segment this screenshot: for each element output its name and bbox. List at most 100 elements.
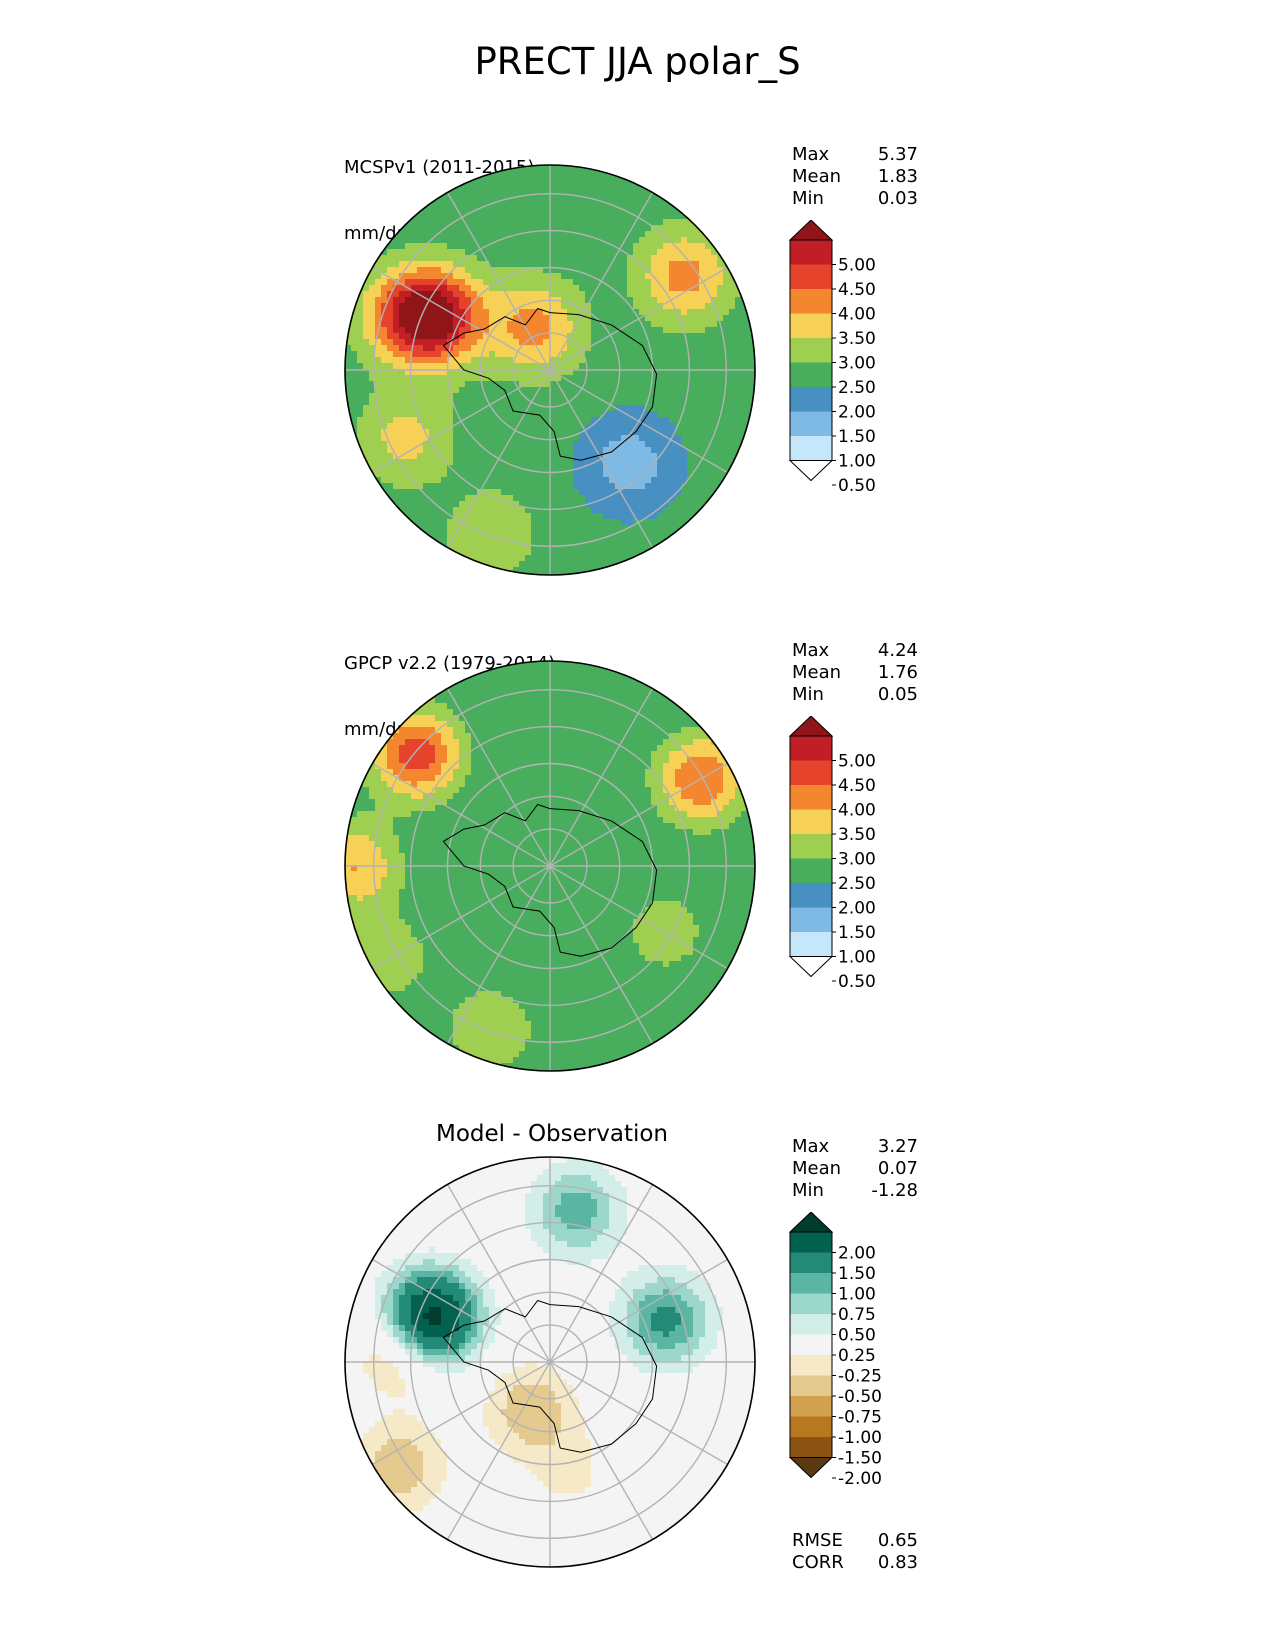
panel1-field-cell (741, 357, 748, 364)
panel1-field-cell (525, 279, 532, 286)
panel2-field-cell (471, 1015, 478, 1022)
panel1-field-cell (579, 525, 586, 532)
panel2-field-cell (471, 1033, 478, 1040)
panel2-field-cell (435, 847, 442, 854)
panel1-field-cell (519, 387, 526, 394)
panel1-field-cell (453, 417, 460, 424)
panel2-field-cell (441, 739, 448, 746)
panel1-field-cell (429, 201, 436, 208)
panel1-field-cell (441, 363, 448, 370)
panel1-field-cell (573, 387, 580, 394)
panel1-field-cell (399, 435, 406, 442)
panel2-field-cell (393, 937, 400, 944)
panel1-field-cell (555, 549, 562, 556)
panel1-field-cell (483, 501, 490, 508)
panel1-field-cell (705, 285, 712, 292)
panel1-field-cell (429, 501, 436, 508)
panel1-field-cell (387, 483, 394, 490)
panel1-field-cell (579, 327, 586, 334)
panel1-field-cell (549, 423, 556, 430)
panel1-field-cell (465, 303, 472, 310)
panel1-field-cell (555, 537, 562, 544)
panel2-field-cell (471, 775, 478, 782)
panel1-field-cell (441, 279, 448, 286)
panel2-field-cell (423, 979, 430, 986)
panel1-field-cell (453, 273, 460, 280)
panel1-field-cell (405, 243, 412, 250)
panel1-field-cell (447, 525, 454, 532)
panel2-field-cell (459, 925, 466, 932)
panel1-field-cell (717, 393, 724, 400)
panel2-field-cell (435, 721, 442, 728)
panel1-field-cell (525, 399, 532, 406)
panel2-field-cell (369, 931, 376, 938)
panel1-field-cell (693, 363, 700, 370)
panel2-field-cell (447, 895, 454, 902)
panel2-field-cell (465, 883, 472, 890)
panel1-field-cell (633, 327, 640, 334)
panel1-field-cell (591, 261, 598, 268)
panel1-field-cell (369, 291, 376, 298)
panel1-field-cell (405, 369, 412, 376)
panel2-field-cell (411, 877, 418, 884)
panel1-field-cell (591, 489, 598, 496)
panel1-field-cell (711, 465, 718, 472)
panel1-field-cell (603, 381, 610, 388)
panel2-field-cell (363, 853, 370, 860)
panel2-field-cell (429, 985, 436, 992)
panel1-field-cell (453, 255, 460, 262)
panel1-field-cell (405, 231, 412, 238)
panel2-field-cell (429, 895, 436, 902)
panel1-field-cell (615, 417, 622, 424)
panel1-field-cell (657, 435, 664, 442)
panel1-field-cell (453, 537, 460, 544)
panel1-field-cell (363, 405, 370, 412)
panel2-field-cell (453, 991, 460, 998)
panel1-field-cell (693, 279, 700, 286)
panel1-field-cell (603, 393, 610, 400)
panel1-field-cell (519, 207, 526, 214)
panel1-field-cell (387, 447, 394, 454)
panel1-field-cell (561, 243, 568, 250)
panel2-field-cell (429, 829, 436, 836)
panel2-field-cell (423, 829, 430, 836)
panel1-field-cell (585, 387, 592, 394)
panel1-field-cell (561, 387, 568, 394)
panel1-field-cell (411, 273, 418, 280)
panel1-field-cell (501, 273, 508, 280)
panel1-field-cell (477, 399, 484, 406)
panel1-field-cell (549, 573, 556, 575)
panel2-field-cell (465, 907, 472, 914)
panel1-field-cell (675, 471, 682, 478)
panel1-field-cell (423, 483, 430, 490)
panel1-field-cell (579, 411, 586, 418)
panel1-field-cell (459, 381, 466, 388)
panel1-field-cell (369, 399, 376, 406)
panel2-field-cell (351, 907, 358, 914)
panel1-field-cell (483, 321, 490, 328)
panel1-field-cell (549, 555, 556, 562)
panel1-field-cell (591, 171, 598, 178)
panel1-field-cell (531, 165, 538, 172)
panel2-field-cell (435, 781, 442, 788)
panel1-field-cell (399, 393, 406, 400)
panel1-field-cell (549, 351, 556, 358)
panel1-field-cell (711, 285, 718, 292)
panel1-field-cell (387, 399, 394, 406)
panel2-field-cell (429, 919, 436, 926)
panel2-field-cell (369, 889, 376, 896)
panel1-field-cell (357, 333, 364, 340)
panel1-field-cell (441, 453, 448, 460)
panel1-field-cell (519, 309, 526, 316)
panel1-field-cell (411, 207, 418, 214)
panel1-field-cell (573, 171, 580, 178)
panel2-field-cell (465, 895, 472, 902)
panel2-field-cell (423, 967, 430, 974)
panel1-field-cell (687, 249, 694, 256)
panel1-field-cell (345, 369, 352, 376)
panel2-field-cell (465, 733, 472, 740)
panel2-field-cell (471, 919, 478, 926)
panel1-field-cell (375, 369, 382, 376)
panel1-field-cell (687, 279, 694, 286)
panel2-field-cell (447, 739, 454, 746)
